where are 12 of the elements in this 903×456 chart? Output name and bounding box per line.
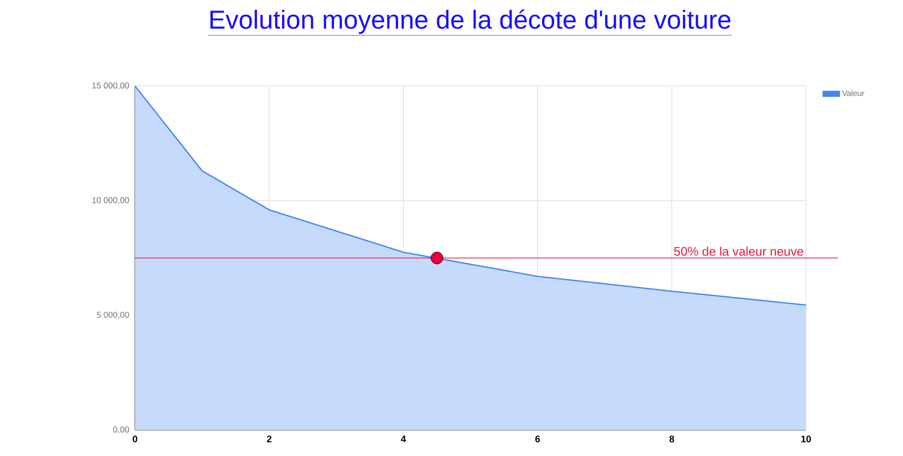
x-tick-label: 8 [669, 436, 674, 442]
chart-title: Evolution moyenne de la décote d'une voiture [210, 10, 730, 34]
x-tick-label: 6 [535, 436, 540, 442]
x-tick-label: 2 [266, 436, 272, 442]
y-tick-label: 0,00 [113, 426, 130, 434]
x-tick-label: 10 [801, 436, 811, 442]
y-tick-label: 15 000,00 [92, 82, 130, 90]
ref-line-label: 50% de la valeur neuve [674, 246, 804, 256]
y-tick-label: 5 000,00 [96, 312, 130, 319]
x-tick-label: 0 [132, 436, 138, 442]
y-tick-label: 10 000,00 [92, 197, 130, 204]
x-tick-label: 4 [400, 436, 406, 442]
